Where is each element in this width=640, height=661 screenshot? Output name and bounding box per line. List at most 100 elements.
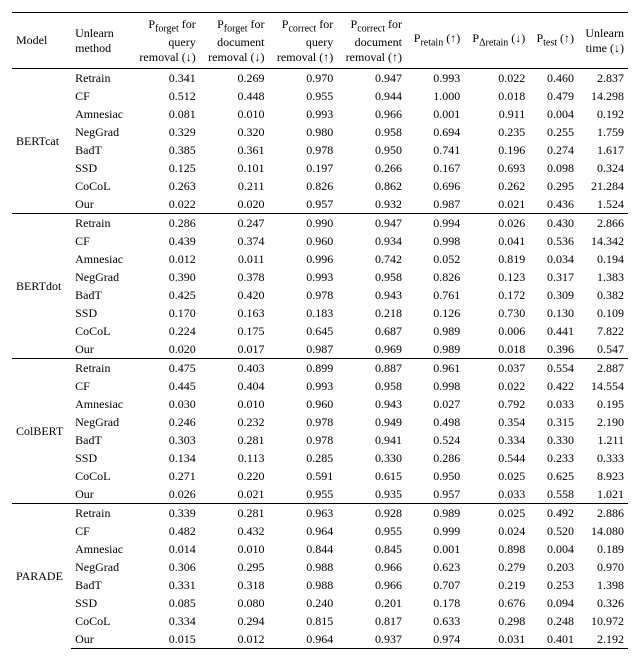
value-cell: 0.693 [464,159,529,177]
value-cell: 0.306 [131,558,200,576]
value-cell: 0.994 [406,214,464,233]
method-label: CoCoL [71,612,131,630]
value-cell: 0.544 [464,449,529,467]
value-cell: 0.334 [131,612,200,630]
value-cell: 14.342 [578,232,628,250]
value-cell: 0.707 [406,576,464,594]
value-cell: 0.401 [529,630,578,649]
col-ptest: Ptest (↑) [529,13,578,69]
value-cell: 0.326 [578,594,628,612]
value-cell: 0.625 [529,467,578,485]
value-cell: 0.004 [529,540,578,558]
table-row: CF0.4450.4040.9930.9580.9980.0220.42214.… [12,377,628,395]
value-cell: 0.633 [406,612,464,630]
value-cell: 0.255 [529,123,578,141]
col-unlearn-time: Unlearntime (↓) [578,13,628,69]
table-row: ColBERTRetrain0.4750.4030.8990.8870.9610… [12,359,628,378]
value-cell: 0.911 [464,105,529,123]
value-cell: 0.329 [131,123,200,141]
value-cell: 0.203 [529,558,578,576]
value-cell: 0.439 [131,232,200,250]
table-row: SSD0.1250.1010.1970.2660.1670.6930.0980.… [12,159,628,177]
table-row: BadT0.3030.2810.9780.9410.5240.3340.3301… [12,431,628,449]
value-cell: 0.195 [578,395,628,413]
value-cell: 0.020 [131,340,200,359]
value-cell: 0.422 [529,377,578,395]
value-cell: 0.448 [200,87,269,105]
value-cell: 0.192 [578,105,628,123]
value-cell: 1.617 [578,141,628,159]
value-cell: 0.547 [578,340,628,359]
method-label: CF [71,87,131,105]
value-cell: 0.246 [131,413,200,431]
table-row: CF0.4820.4320.9640.9550.9990.0240.52014.… [12,522,628,540]
value-cell: 0.330 [529,431,578,449]
method-label: Amnesiac [71,250,131,268]
value-cell: 0.475 [131,359,200,378]
value-cell: 0.958 [337,377,406,395]
value-cell: 0.286 [406,449,464,467]
table-row: Amnesiac0.0300.0100.9600.9430.0270.7920.… [12,395,628,413]
value-cell: 0.987 [406,195,464,214]
value-cell: 0.017 [200,340,269,359]
value-cell: 0.361 [200,141,269,159]
value-cell: 2.192 [578,630,628,649]
col-method: Unlearnmethod [71,13,131,69]
table-row: CF0.5120.4480.9550.9441.0000.0180.47914.… [12,87,628,105]
method-label: NegGrad [71,413,131,431]
value-cell: 0.006 [464,322,529,340]
table-row: Amnesiac0.0810.0100.9930.9660.0010.9110.… [12,105,628,123]
method-label: NegGrad [71,123,131,141]
value-cell: 0.281 [200,431,269,449]
value-cell: 0.021 [464,195,529,214]
method-label: CF [71,232,131,250]
table-row: Our0.0260.0210.9550.9350.9570.0330.5581.… [12,485,628,504]
value-cell: 0.022 [464,69,529,88]
value-cell: 0.374 [200,232,269,250]
value-cell: 0.012 [200,630,269,649]
value-cell: 0.396 [529,340,578,359]
value-cell: 0.554 [529,359,578,378]
value-cell: 0.934 [337,232,406,250]
value-cell: 0.993 [268,377,337,395]
value-cell: 2.866 [578,214,628,233]
method-label: CoCoL [71,177,131,195]
value-cell: 0.978 [268,413,337,431]
value-cell: 0.960 [268,395,337,413]
value-cell: 0.196 [464,141,529,159]
value-cell: 0.947 [337,69,406,88]
value-cell: 0.404 [200,377,269,395]
value-cell: 0.615 [337,467,406,485]
value-cell: 0.694 [406,123,464,141]
value-cell: 0.941 [337,431,406,449]
value-cell: 0.993 [268,268,337,286]
method-label: SSD [71,594,131,612]
value-cell: 0.081 [131,105,200,123]
value-cell: 0.094 [529,594,578,612]
value-cell: 0.298 [464,612,529,630]
method-label: CF [71,522,131,540]
value-cell: 1.398 [578,576,628,594]
value-cell: 0.989 [406,322,464,340]
value-cell: 0.025 [464,467,529,485]
value-cell: 0.309 [529,286,578,304]
value-cell: 0.175 [200,322,269,340]
value-cell: 0.949 [337,413,406,431]
value-cell: 0.988 [268,576,337,594]
value-cell: 0.420 [200,286,269,304]
value-cell: 0.085 [131,594,200,612]
value-cell: 0.999 [406,522,464,540]
value-cell: 0.645 [268,322,337,340]
col-pcorrect-doc: Pcorrect fordocumentremoval (↑) [337,13,406,69]
value-cell: 0.011 [200,250,269,268]
value-cell: 0.741 [406,141,464,159]
method-label: BadT [71,286,131,304]
method-label: SSD [71,449,131,467]
method-label: Retrain [71,214,131,233]
value-cell: 0.004 [529,105,578,123]
table-row: NegGrad0.2460.2320.9780.9490.4980.3540.3… [12,413,628,431]
value-cell: 0.248 [529,612,578,630]
value-cell: 0.183 [268,304,337,322]
value-cell: 0.460 [529,69,578,88]
value-cell: 0.969 [337,340,406,359]
